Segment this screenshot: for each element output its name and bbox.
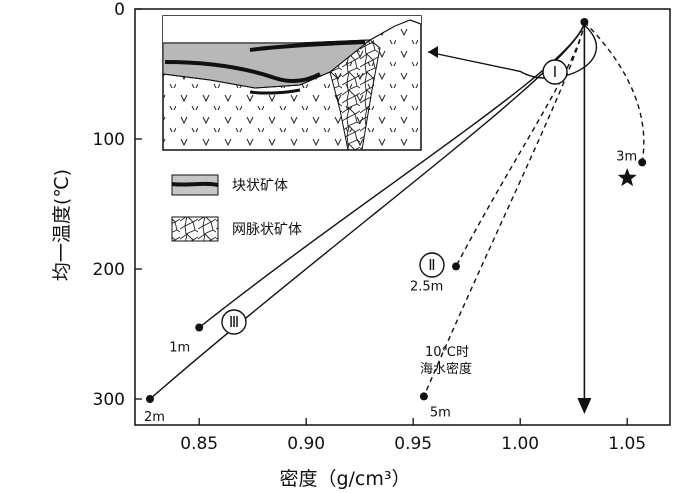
end-point-5m xyxy=(419,392,428,401)
group-circle xyxy=(542,59,568,85)
seawater-note: 10℃时 海水密度 xyxy=(420,345,472,377)
x-axis-ticks: 0.85 0.90 0.95 1.00 1.05 xyxy=(180,418,646,454)
y-tick-label: 200 xyxy=(93,260,125,280)
y-tick-label: 0 xyxy=(114,0,125,20)
legend-item-stockwork-ore: 网脉状矿体 xyxy=(171,216,302,242)
end-point-2m xyxy=(145,395,154,403)
y-axis-title: 均一温度(℃) xyxy=(51,169,73,281)
group-circle xyxy=(221,309,247,335)
arrow-to-inset xyxy=(427,24,598,79)
point-label-1m: 1m xyxy=(169,341,190,356)
seawater-note-line1: 10℃时 xyxy=(425,345,469,360)
arrow-head-inset xyxy=(428,46,438,58)
end-point-2.5m xyxy=(452,262,460,271)
seawater-note-line2: 海水密度 xyxy=(420,361,472,377)
curve-I-3m xyxy=(583,21,645,163)
group-labels: Ⅰ Ⅱ Ⅲ xyxy=(221,59,568,335)
legend-item-massive-ore: 块状矿体 xyxy=(171,174,288,196)
point-label-2.5m: 2.5m xyxy=(410,279,443,294)
x-tick-label: 1.00 xyxy=(501,434,539,454)
legend-label-stockwork-ore: 网脉状矿体 xyxy=(232,222,302,238)
point-label-3m: 3m xyxy=(616,149,637,164)
data-points xyxy=(145,18,647,403)
point-label-5m: 5m xyxy=(430,405,451,420)
curve-II-5m xyxy=(423,21,586,397)
y-axis-ticks: 0 100 200 300 xyxy=(93,0,142,410)
plot-area-frame xyxy=(134,8,671,426)
origin-point xyxy=(580,18,589,26)
group-circle xyxy=(419,252,445,278)
x-tick-label: 0.85 xyxy=(180,434,218,454)
point-labels: 1m 2m 2.5m 5m 3m xyxy=(144,149,637,425)
group-label: Ⅲ xyxy=(229,313,239,331)
curve-II-2.5m xyxy=(455,21,586,267)
group-label: Ⅱ xyxy=(428,256,435,274)
end-point-1m xyxy=(195,323,204,332)
group-label: Ⅰ xyxy=(553,63,557,81)
y-tick-label: 100 xyxy=(93,130,125,150)
legend-label-massive-ore: 块状矿体 xyxy=(232,178,288,194)
inset-cross-section xyxy=(162,15,422,151)
end-point-3m xyxy=(638,158,647,167)
point-label-2m: 2m xyxy=(144,410,165,425)
x-tick-label: 1.05 xyxy=(608,434,646,454)
arrow-head xyxy=(577,398,592,414)
y-tick-label: 300 xyxy=(93,390,125,410)
stockwork-ore-swatch xyxy=(171,216,219,242)
x-axis-title: 密度（g/cm³） xyxy=(279,468,410,490)
star-marker xyxy=(617,168,637,187)
x-tick-label: 0.95 xyxy=(394,434,432,454)
legend: 块状矿体 网脉状矿体 xyxy=(171,174,302,242)
x-tick-label: 0.90 xyxy=(287,434,325,454)
